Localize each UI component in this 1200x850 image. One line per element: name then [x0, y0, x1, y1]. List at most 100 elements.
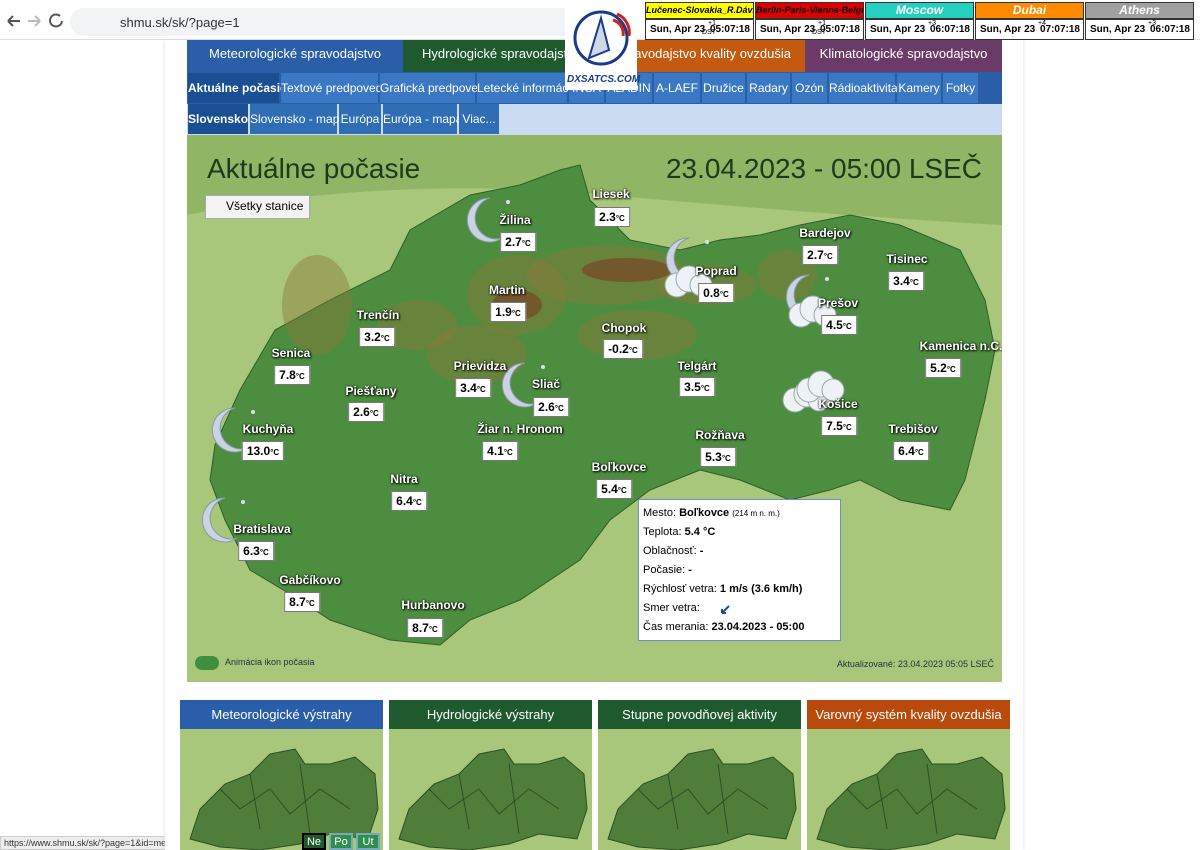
temp-unit: °C [476, 385, 486, 394]
sub-tab[interactable]: Fotky [943, 73, 978, 103]
station-temp[interactable]: 2.3°C [594, 207, 630, 227]
station-temp[interactable]: 2.6°C [348, 402, 384, 422]
panel-header[interactable]: Hydrologické výstrahy [389, 700, 592, 729]
temp-value: 8.7 [412, 621, 429, 635]
station-temp[interactable]: 7.8°C [274, 365, 310, 385]
station-name: Bardejov [799, 226, 851, 240]
station-temp[interactable]: 8.7°C [284, 592, 320, 612]
panel-header[interactable]: Stupne povodňovej aktivity [598, 700, 801, 729]
station-temp[interactable]: 2.7°C [500, 232, 536, 252]
station-temp[interactable]: 5.3°C [700, 447, 736, 467]
temp-unit: °C [554, 404, 564, 413]
sub-tab[interactable]: Ozón [792, 73, 827, 103]
sub-tab[interactable]: Grafická predpoveď [380, 73, 485, 103]
temp-value: 5.3 [705, 450, 722, 464]
sub-tab[interactable]: Radary [747, 73, 790, 103]
clock-time: 07:07:18 [1039, 24, 1080, 35]
temp-value: 4.1 [487, 444, 504, 458]
region-tab[interactable]: Slovensko [188, 104, 248, 134]
toggle[interactable] [195, 656, 219, 670]
station-temp[interactable]: 13.0°C [241, 441, 285, 461]
temp-value: 6.3 [243, 544, 260, 558]
temp-value: 4.5 [826, 318, 843, 332]
region-tab[interactable]: Európa [339, 104, 381, 134]
moon-icon [201, 497, 238, 543]
temp-unit: °C [511, 309, 521, 318]
temp-unit: °C [914, 448, 924, 457]
clock-offset: +1 [818, 20, 826, 27]
station-temp[interactable]: 1.9°C [490, 302, 526, 322]
station-temp[interactable]: 3.5°C [679, 377, 715, 397]
mountains [427, 325, 527, 385]
region-tab[interactable]: Viac... [459, 104, 499, 134]
sub-tab[interactable]: Letecké informácie [477, 73, 578, 103]
main-tab[interactable]: Klimatologické spravodajstvo [805, 40, 1002, 72]
station-temp[interactable]: 6.3°C [238, 541, 274, 561]
main-tab[interactable]: Meteorologické spravodajstvo [187, 40, 403, 72]
station-temp[interactable]: 6.4°C [893, 441, 929, 461]
station-temp[interactable]: 5.4°C [596, 479, 632, 499]
tooltip-value: 23.04.2023 - 05:00 [711, 621, 805, 633]
panel-header[interactable]: Meteorologické výstrahy [180, 700, 383, 729]
region-tab[interactable]: Slovensko - mapa [250, 104, 346, 134]
region-tab[interactable]: Európa - mapa [383, 104, 462, 134]
clock-dst: DST [812, 29, 826, 36]
temp-unit: °C [721, 454, 731, 463]
station-temp[interactable]: 7.5°C [821, 416, 857, 436]
logo-text: DXSATCS.COM [567, 74, 641, 85]
station-name: Boľkovce [591, 460, 647, 474]
url-bar[interactable] [70, 8, 590, 36]
tooltip-row: Teplota: 5.4 °C [643, 526, 715, 538]
sub-tab[interactable]: A-LAEF [654, 73, 700, 103]
station-temp[interactable]: 6.4°C [391, 491, 427, 511]
temp-unit: °C [270, 448, 280, 457]
station-temp[interactable]: 3.4°C [888, 271, 924, 291]
station-temp[interactable]: 4.5°C [821, 315, 857, 335]
station-temp[interactable]: 5.2°C [925, 358, 961, 378]
temp-value: 13.0 [246, 444, 271, 458]
station-temp[interactable]: -0.2°C [603, 339, 643, 359]
map-title: Aktuálne počasie [207, 153, 421, 184]
graphic [816, 748, 1006, 850]
district-map [398, 748, 588, 850]
all-stations-button[interactable]: Všetky stanice [205, 195, 311, 219]
temp-unit: °C [842, 322, 852, 331]
tooltip-label: Počasie: [643, 564, 686, 576]
day-button[interactable]: Ne [302, 833, 326, 850]
clock-dst: DST [702, 29, 716, 36]
day-button[interactable]: Ut [356, 833, 380, 850]
temp-unit: °C [617, 486, 627, 495]
station-temp[interactable]: 2.6°C [533, 397, 569, 417]
station-temp[interactable]: 3.4°C [455, 378, 491, 398]
station-temp[interactable]: 2.7°C [802, 245, 838, 265]
station-temp[interactable]: 4.1°C [482, 441, 518, 461]
station-name: Kamenica n.C. [919, 339, 1002, 353]
clock-header: Moscow [865, 2, 974, 19]
clock-header: Berlin-Paris-Vienna-Belgrade [755, 2, 864, 19]
star [541, 365, 545, 369]
sub-tab[interactable]: Družice [702, 73, 745, 103]
station-temp[interactable]: 0.8°C [698, 283, 734, 303]
sub-tab[interactable]: Kamery [897, 73, 941, 103]
star [506, 200, 510, 204]
panel-header[interactable]: Varovný systém kvality ovzdušia [807, 700, 1010, 729]
station-temp[interactable]: 8.7°C [407, 618, 443, 638]
station-name: Poprad [695, 264, 737, 278]
sub-tab[interactable]: Aktuálne počasie [188, 73, 287, 103]
tooltip-value: Boľkovce [679, 507, 730, 519]
station-temp[interactable]: 3.2°C [359, 327, 395, 347]
temp-unit: °C [503, 448, 513, 457]
tooltip-value: - [688, 564, 692, 576]
sub-tab[interactable]: Rádioaktivita [829, 73, 898, 103]
temp-unit: °C [369, 409, 379, 418]
temp-value: 3.5 [684, 380, 701, 394]
day-button[interactable]: Po [329, 833, 353, 850]
url-text[interactable]: shmu.sk/sk/?page=1 [120, 15, 240, 30]
clock-time: 05:07:18 [709, 24, 750, 35]
district-map [189, 748, 379, 850]
clock-header: Dubai [975, 2, 1084, 19]
sub-tab[interactable]: Textové predpovede [281, 73, 389, 103]
station-name: Bratislava [233, 522, 291, 536]
district-lines [637, 763, 769, 835]
temp-value: 2.6 [538, 400, 555, 414]
